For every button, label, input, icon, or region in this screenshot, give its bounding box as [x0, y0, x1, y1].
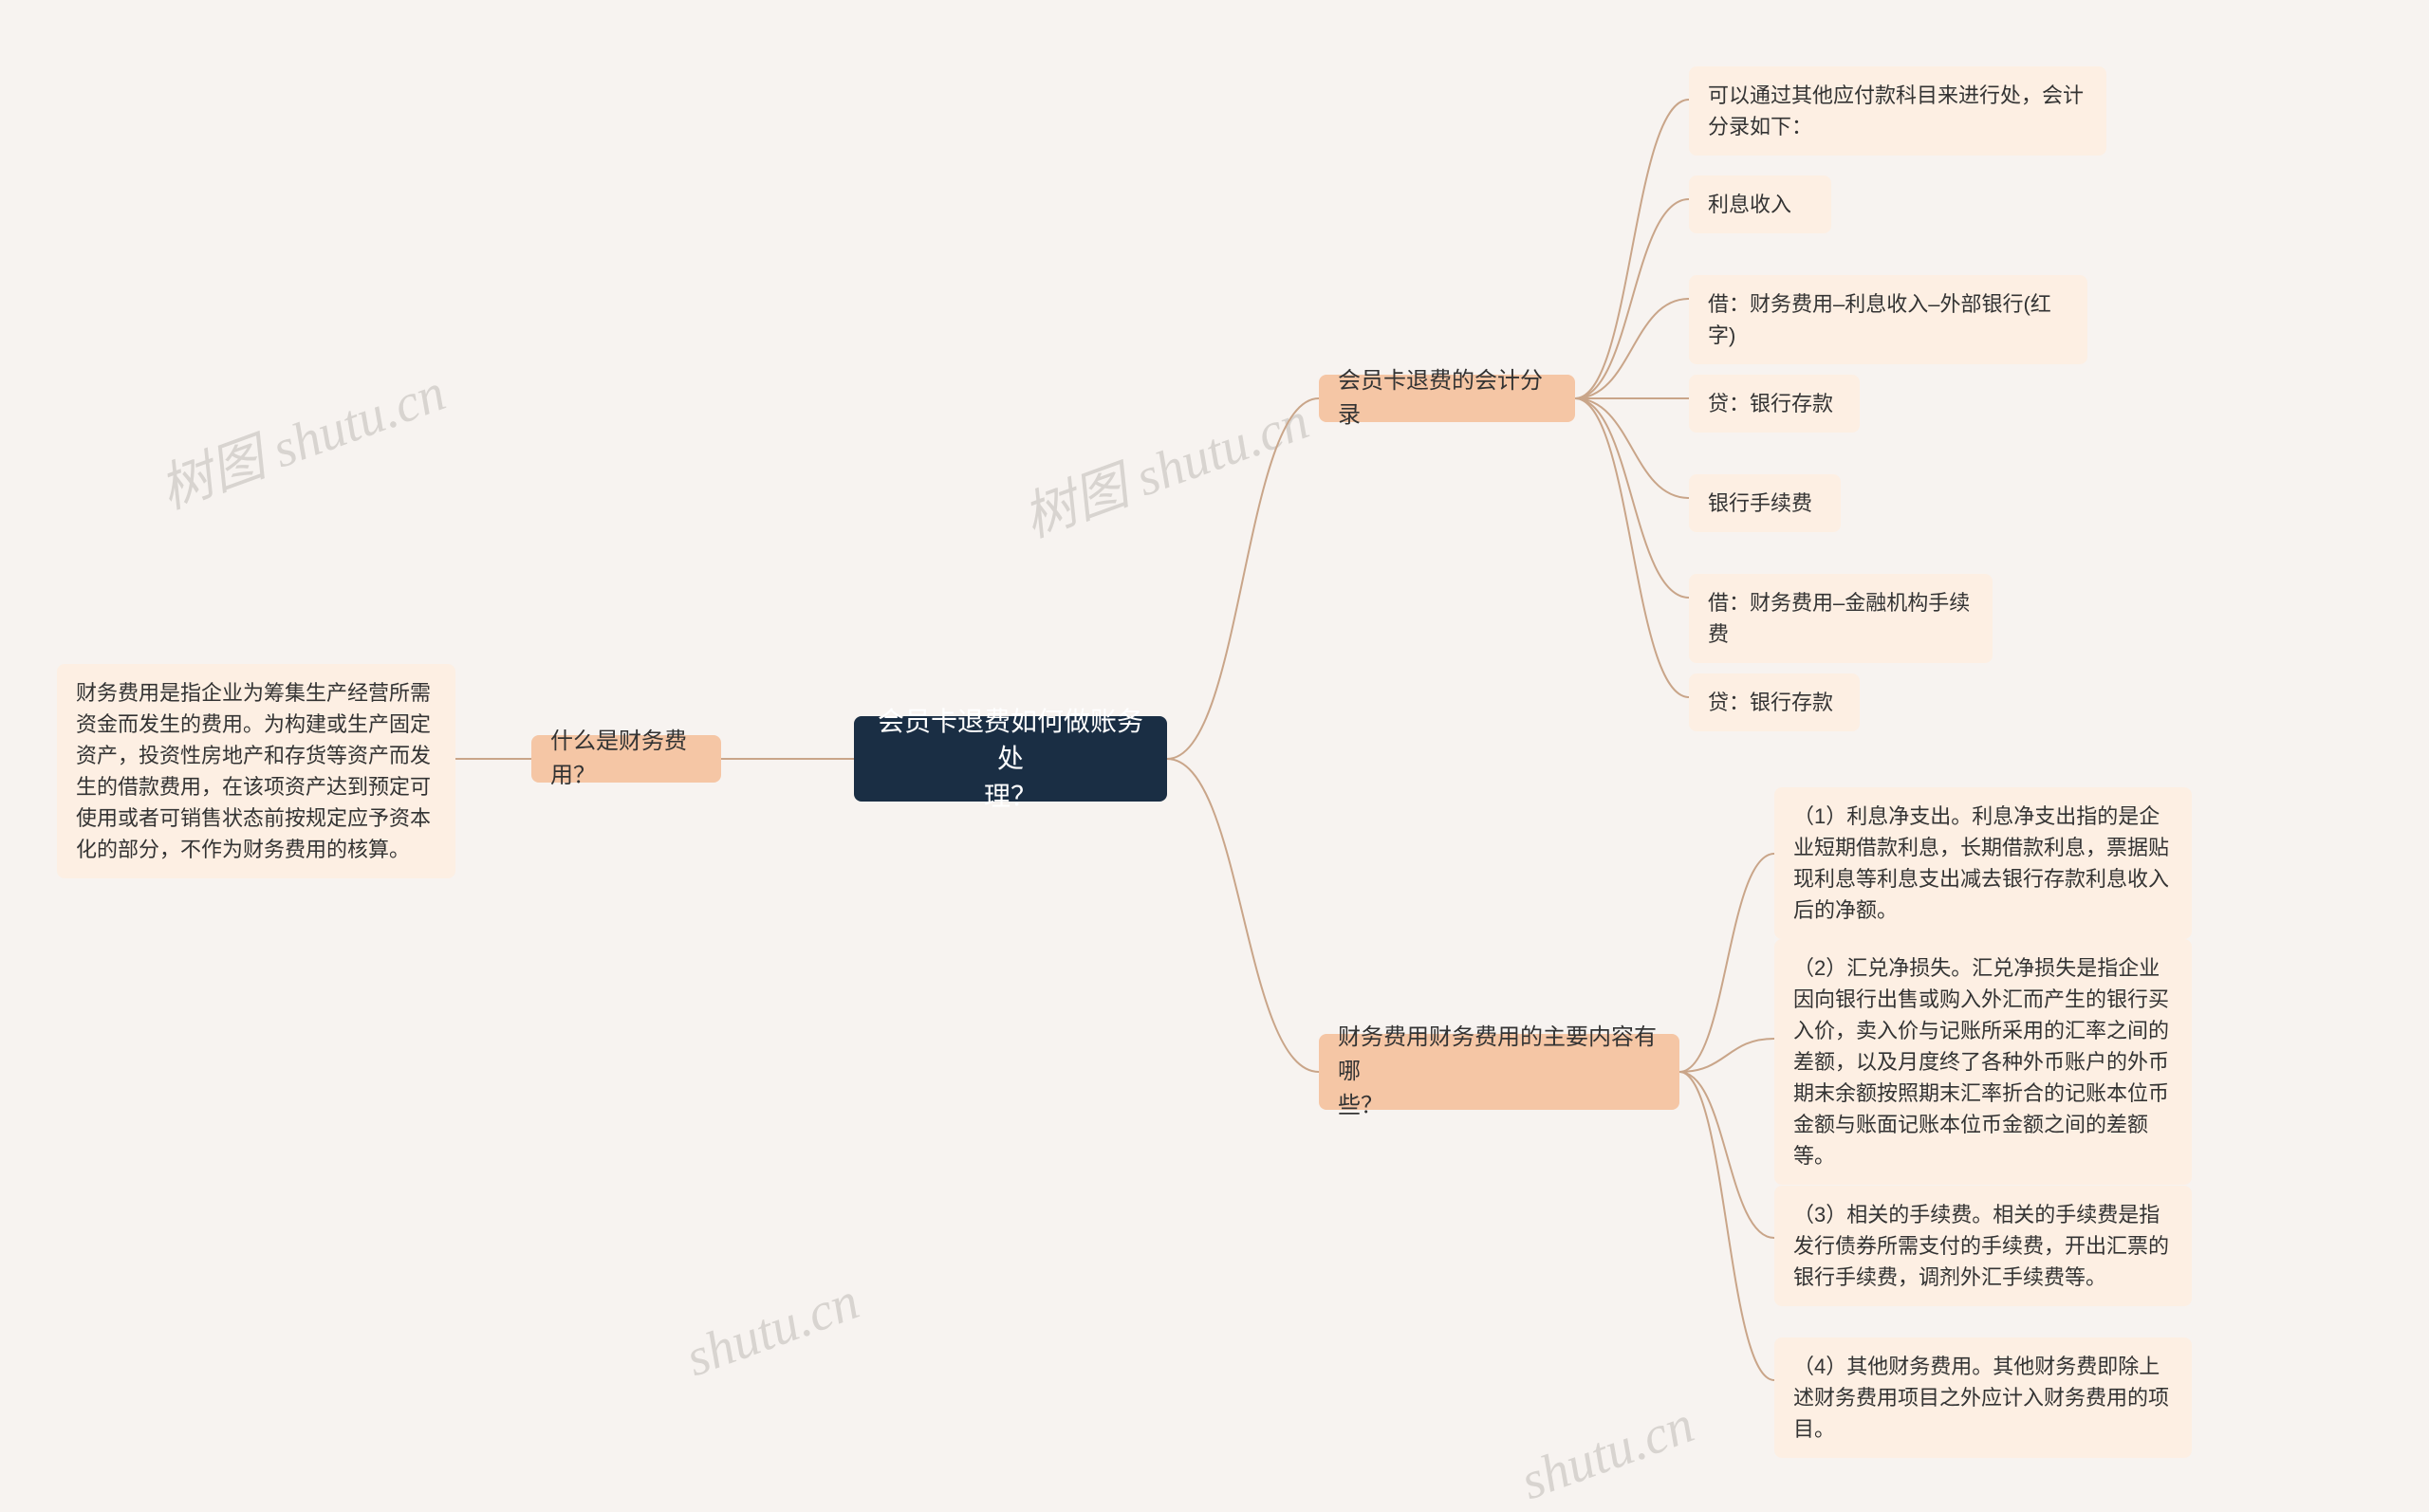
branch-label: 财务费用财务费用的主要内容有哪些？: [1338, 1021, 1660, 1123]
leaf-text: （1）利息净支出。利息净支出指的是企业短期借款利息，长期借款利息，票据贴现利息等…: [1793, 801, 2173, 926]
watermark: shutu.cn: [1513, 1394, 1702, 1512]
branch-label: 会员卡退费的会计分录: [1338, 364, 1556, 433]
leaf-content-3[interactable]: （3）相关的手续费。相关的手续费是指发行债券所需支付的手续费，开出汇票的银行手续…: [1774, 1186, 2192, 1306]
leaf-content-1[interactable]: （1）利息净支出。利息净支出指的是企业短期借款利息，长期借款利息，票据贴现利息等…: [1774, 787, 2192, 939]
leaf-text: 借：财务费用–金融机构手续费: [1708, 587, 1974, 650]
leaf-financial-expense-definition[interactable]: 财务费用是指企业为筹集生产经营所需资金而发生的费用。为构建或生产固定资产，投资性…: [57, 664, 455, 878]
leaf-interest-income[interactable]: 利息收入: [1689, 175, 1831, 233]
leaf-credit-bank2[interactable]: 贷：银行存款: [1689, 673, 1860, 731]
leaf-text: （2）汇兑净损失。汇兑净损失是指企业因向银行出售或购入外汇而产生的银行买入价，卖…: [1793, 952, 2173, 1171]
leaf-debit-bank-fee[interactable]: 借：财务费用–金融机构手续费: [1689, 574, 1993, 663]
branch-what-is-financial-expense[interactable]: 什么是财务费用？: [531, 735, 721, 783]
leaf-entry-intro[interactable]: 可以通过其他应付款科目来进行处，会计分录如下：: [1689, 66, 2106, 156]
leaf-text: 利息收入: [1708, 189, 1791, 220]
leaf-text: 可以通过其他应付款科目来进行处，会计分录如下：: [1708, 80, 2087, 142]
root-label: 会员卡退费如何做账务处理？: [873, 703, 1148, 815]
leaf-text: 贷：银行存款: [1708, 687, 1833, 718]
root-node[interactable]: 会员卡退费如何做账务处理？: [854, 716, 1167, 802]
watermark: 树图 shutu.cn: [148, 350, 454, 525]
watermark: 树图 shutu.cn: [1011, 378, 1318, 553]
leaf-text: 贷：银行存款: [1708, 388, 1833, 419]
leaf-content-2[interactable]: （2）汇兑净损失。汇兑净损失是指企业因向银行出售或购入外汇而产生的银行买入价，卖…: [1774, 939, 2192, 1185]
watermark: shutu.cn: [678, 1271, 867, 1390]
branch-financial-expense-contents[interactable]: 财务费用财务费用的主要内容有哪些？: [1319, 1034, 1679, 1110]
leaf-bank-fee[interactable]: 银行手续费: [1689, 474, 1841, 532]
leaf-content-4[interactable]: （4）其他财务费用。其他财务费即除上述财务费用项目之外应计入财务费用的项目。: [1774, 1337, 2192, 1458]
leaf-text: 借：财务费用–利息收入–外部银行(红字): [1708, 288, 2068, 351]
branch-refund-accounting-entries[interactable]: 会员卡退费的会计分录: [1319, 375, 1575, 422]
leaf-text: （3）相关的手续费。相关的手续费是指发行债券所需支付的手续费，开出汇票的银行手续…: [1793, 1199, 2173, 1293]
leaf-text: 财务费用是指企业为筹集生产经营所需资金而发生的费用。为构建或生产固定资产，投资性…: [76, 677, 436, 865]
leaf-debit-interest[interactable]: 借：财务费用–利息收入–外部银行(红字): [1689, 275, 2087, 364]
leaf-credit-bank1[interactable]: 贷：银行存款: [1689, 375, 1860, 433]
leaf-text: 银行手续费: [1708, 488, 1812, 519]
leaf-text: （4）其他财务费用。其他财务费即除上述财务费用项目之外应计入财务费用的项目。: [1793, 1351, 2173, 1445]
branch-label: 什么是财务费用？: [550, 725, 702, 793]
mindmap-canvas: 树图 shutu.cn 树图 shutu.cn shutu.cn shutu.c…: [0, 0, 2429, 1494]
